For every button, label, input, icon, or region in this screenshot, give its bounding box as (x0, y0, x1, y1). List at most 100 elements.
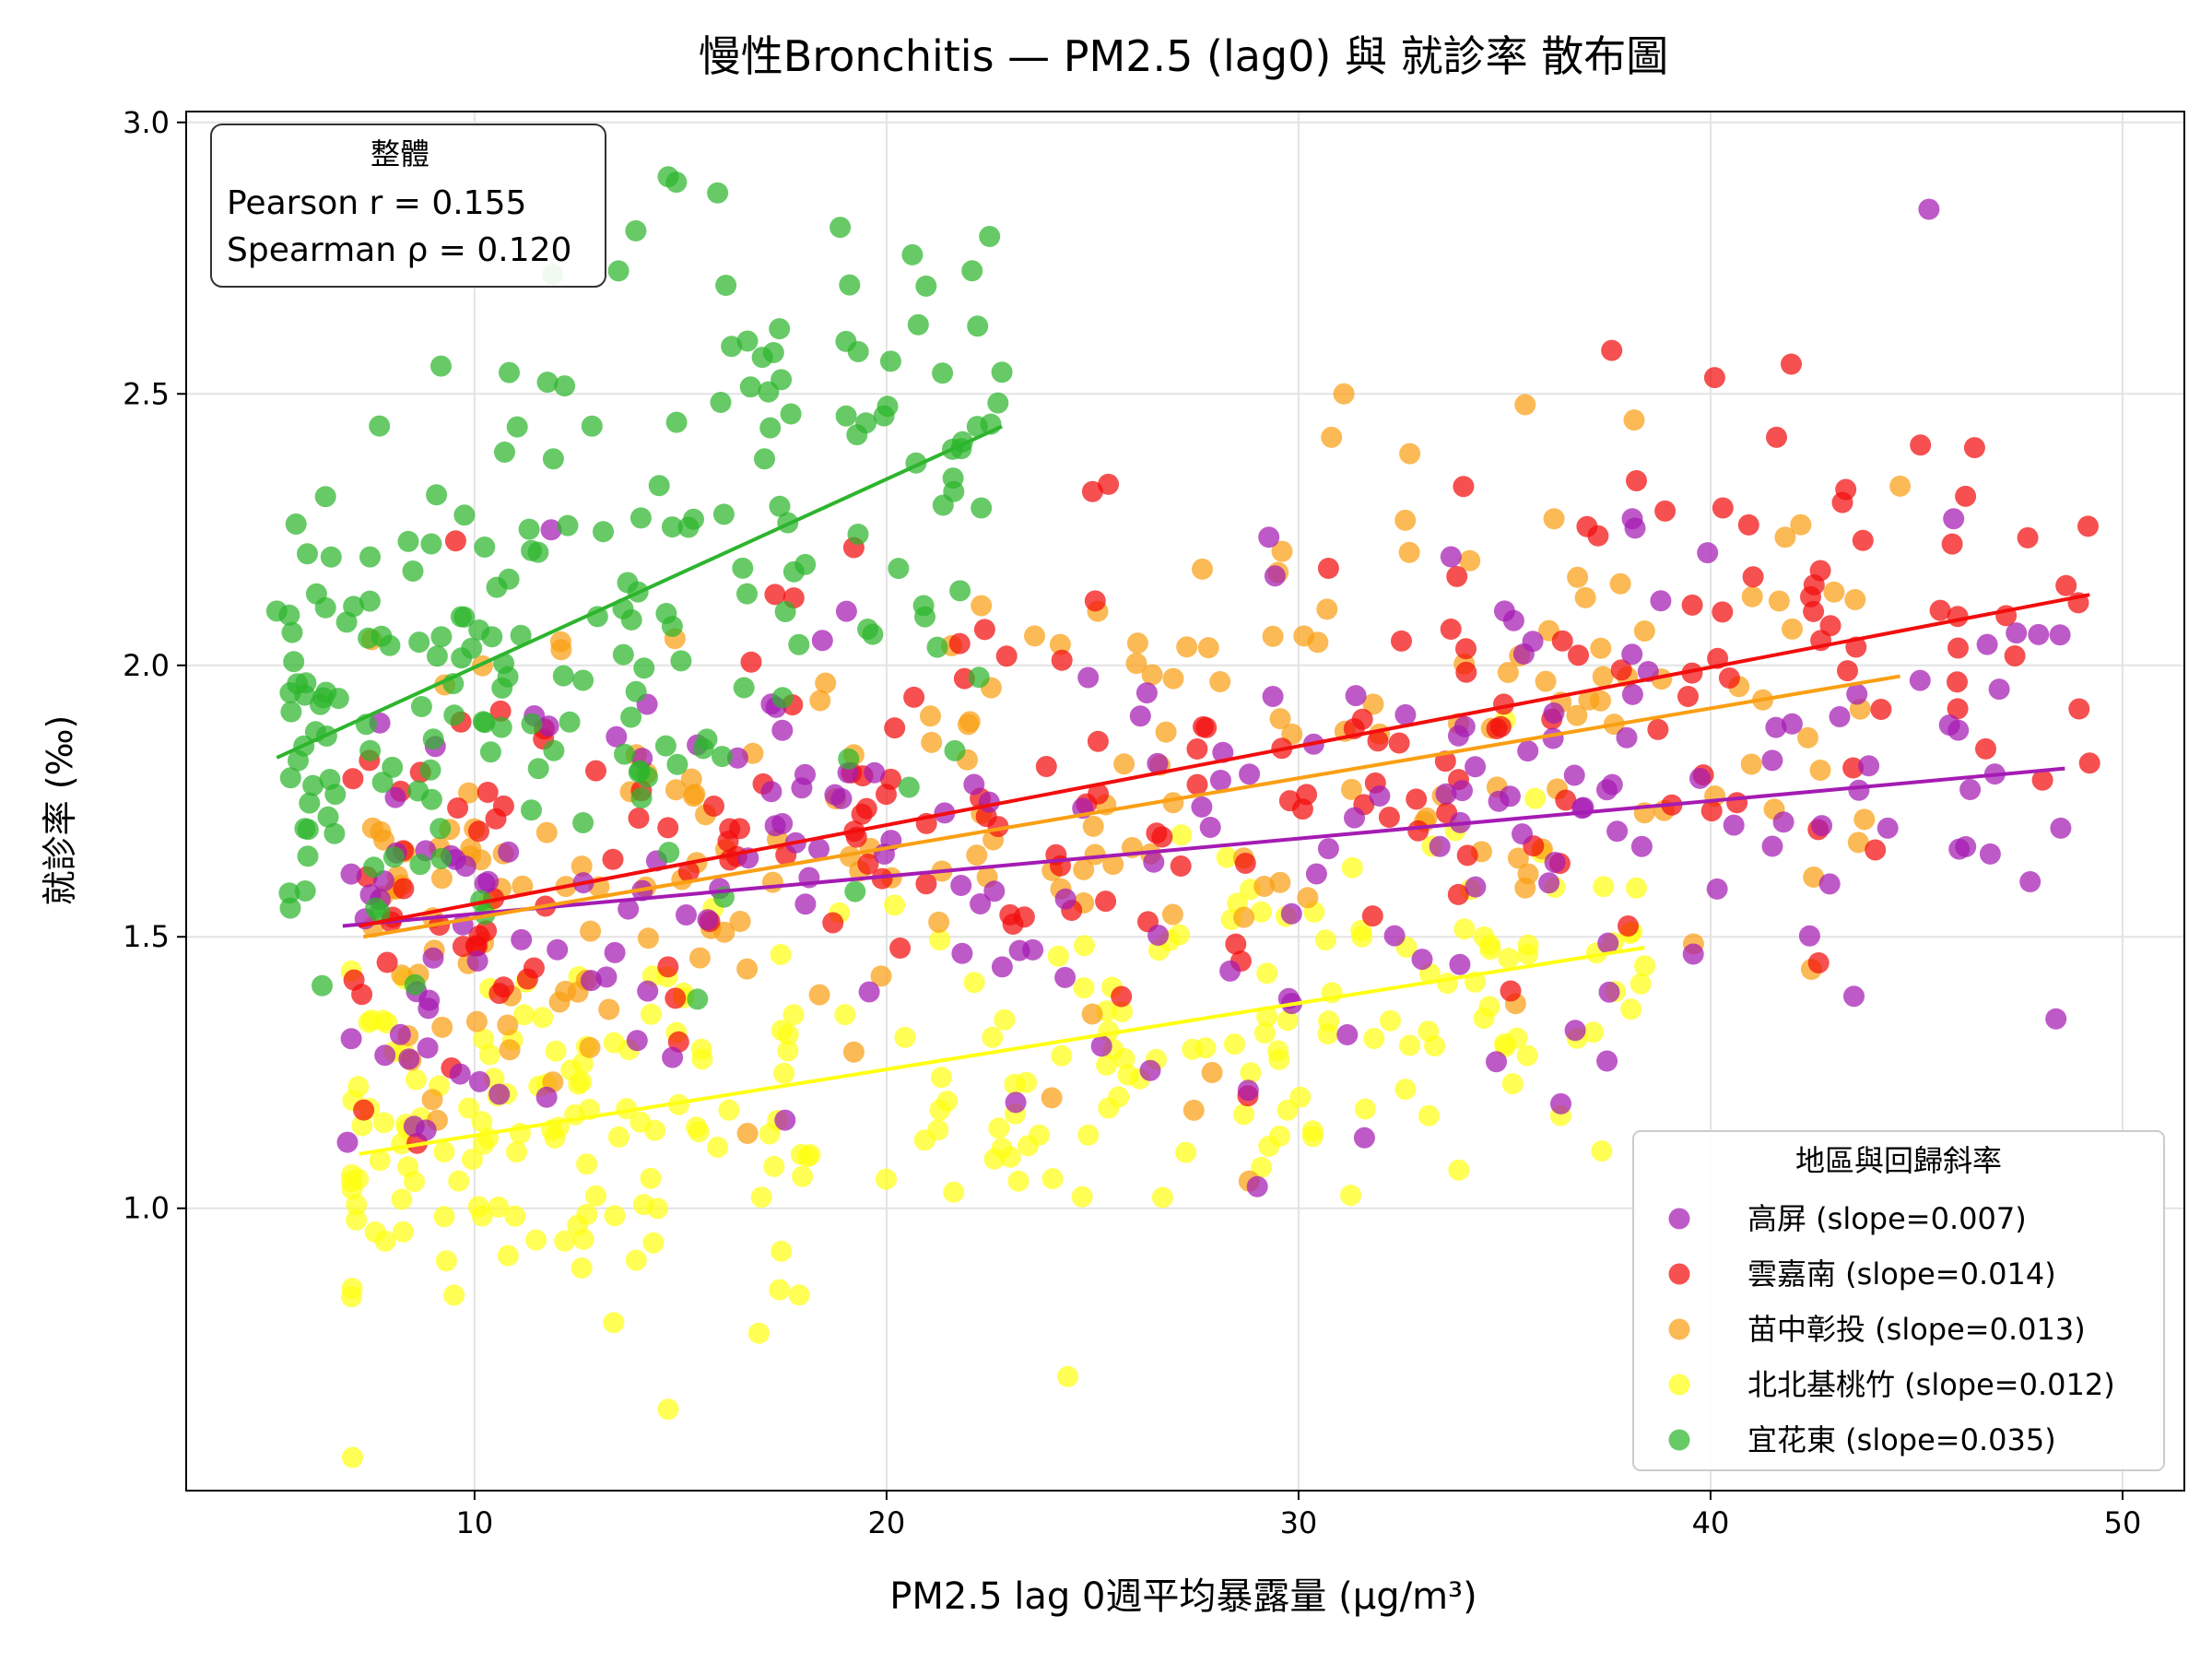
data-point (407, 780, 429, 802)
data-point (1394, 1079, 1417, 1101)
data-point (1782, 618, 1803, 640)
data-point (1650, 590, 1672, 612)
series-points-0 (336, 198, 2072, 1197)
data-point (629, 1111, 652, 1133)
data-point (392, 1221, 414, 1243)
data-point (1456, 844, 1478, 867)
data-point (1269, 708, 1291, 730)
legend-marker (1668, 1374, 1690, 1396)
legend-marker (1668, 1318, 1690, 1340)
data-point (799, 1144, 821, 1165)
data-point (2045, 1008, 2067, 1030)
data-point (988, 1117, 1010, 1139)
data-point (453, 504, 476, 526)
data-point (1253, 876, 1276, 897)
data-point (393, 878, 415, 900)
data-point (1321, 426, 1343, 448)
data-point (1591, 1140, 1613, 1162)
data-point (488, 1083, 511, 1105)
data-point (747, 1322, 770, 1344)
data-point (1113, 1048, 1135, 1069)
data-point (506, 1141, 528, 1163)
data-point (657, 817, 679, 839)
data-point (877, 395, 899, 418)
data-point (410, 696, 432, 717)
data-point (1574, 586, 1596, 608)
data-point (498, 841, 520, 863)
data-point (1975, 737, 1996, 760)
data-point (921, 731, 943, 753)
data-point (1765, 716, 1787, 738)
data-point (426, 484, 448, 506)
data-point (1054, 966, 1077, 988)
data-point (547, 938, 569, 961)
data-point (1819, 615, 1841, 637)
data-point (1500, 980, 1522, 1002)
data-point (662, 1046, 684, 1068)
data-point (713, 921, 735, 943)
data-point (857, 853, 879, 875)
data-point (1224, 1033, 1245, 1056)
data-point (453, 606, 476, 628)
data-point (1240, 1062, 1262, 1084)
data-point (1087, 730, 1109, 752)
data-point (1289, 1086, 1312, 1108)
data-point (1269, 871, 1291, 893)
data-point (792, 1165, 814, 1187)
data-point (1246, 1175, 1268, 1197)
data-point (1455, 638, 1477, 660)
data-point (1277, 1009, 1299, 1032)
data-point (466, 950, 488, 972)
data-point (884, 894, 905, 916)
data-point (1081, 1003, 1103, 1025)
data-point (506, 416, 528, 438)
data-point (961, 260, 983, 282)
data-point (884, 717, 906, 739)
data-point (598, 998, 620, 1020)
data-point (342, 1446, 363, 1468)
data-point (1073, 858, 1095, 880)
data-point (942, 467, 964, 489)
data-point (1847, 832, 1869, 854)
data-point (982, 1026, 1004, 1048)
data-point (1616, 726, 1638, 749)
data-point (1264, 565, 1286, 587)
data-point (811, 630, 833, 652)
data-point (864, 761, 886, 784)
data-point (359, 546, 381, 568)
data-point (369, 1150, 391, 1172)
pearson-stat: Pearson r = 0.155 (227, 184, 526, 222)
data-point (1447, 883, 1469, 905)
data-point (1361, 905, 1383, 927)
data-point (1209, 770, 1231, 791)
data-point (1555, 789, 1577, 811)
series-points-4 (265, 166, 1013, 1010)
data-point (430, 847, 453, 869)
data-point (1910, 434, 1932, 456)
y-tick-label: 2.0 (123, 648, 170, 683)
data-point (1424, 1035, 1446, 1057)
data-point (430, 355, 452, 377)
data-point (1909, 669, 1931, 691)
data-point (279, 897, 301, 919)
data-point (769, 318, 791, 340)
data-point (477, 782, 499, 803)
data-point (1277, 1099, 1299, 1121)
data-point (490, 716, 512, 738)
data-point (683, 785, 705, 808)
data-point (943, 1181, 965, 1203)
data-point (1253, 1022, 1276, 1044)
data-point (1047, 945, 1069, 967)
data-point (1139, 1059, 1161, 1081)
data-point (571, 1257, 593, 1279)
data-point (595, 966, 618, 988)
data-point (1250, 901, 1272, 923)
data-point (1162, 667, 1184, 690)
data-point (1768, 590, 1790, 612)
data-point (764, 584, 786, 606)
legend-marker (1668, 1208, 1690, 1230)
data-point (1633, 620, 1655, 642)
data-point (1268, 1126, 1290, 1147)
data-point (554, 1230, 576, 1252)
data-point (629, 507, 652, 529)
